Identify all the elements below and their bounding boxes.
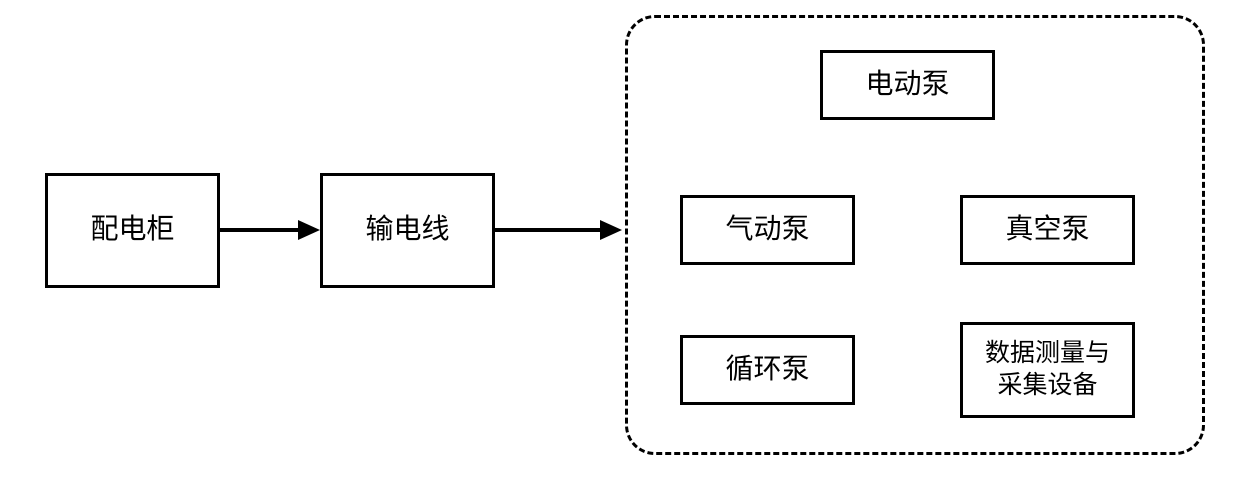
node-cabinet-label: 配电柜 (90, 212, 174, 248)
node-motor-pump: 电动泵 (820, 50, 995, 120)
node-circulation-pump-label: 循环泵 (725, 352, 809, 388)
node-powerline: 输电线 (320, 173, 495, 288)
node-powerline-label: 输电线 (365, 212, 449, 248)
node-circulation-pump: 循环泵 (680, 335, 855, 405)
node-cabinet: 配电柜 (45, 173, 220, 288)
edge-cabinet-to-powerline (220, 228, 300, 232)
node-pneumatic-pump: 气动泵 (680, 195, 855, 265)
edge-powerline-to-container-head (600, 220, 622, 240)
edge-cabinet-to-powerline-head (298, 220, 320, 240)
node-vacuum-pump: 真空泵 (960, 195, 1135, 265)
node-pneumatic-pump-label: 气动泵 (725, 212, 809, 248)
node-daq-label: 数据测量与 采集设备 (985, 338, 1110, 403)
edge-powerline-to-container (495, 228, 602, 232)
node-daq: 数据测量与 采集设备 (960, 322, 1135, 418)
node-vacuum-pump-label: 真空泵 (1005, 212, 1089, 248)
node-motor-pump-label: 电动泵 (865, 67, 949, 103)
